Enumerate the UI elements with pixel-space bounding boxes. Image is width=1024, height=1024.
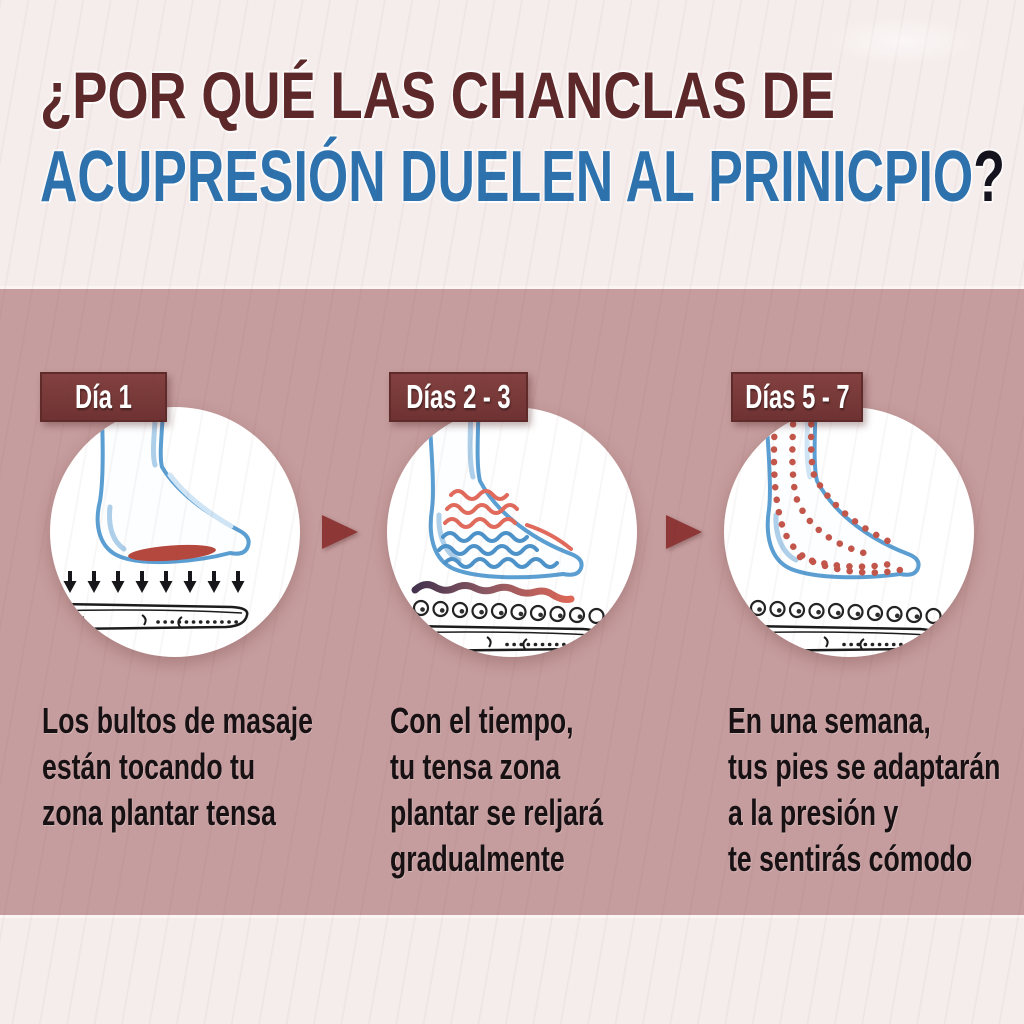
acupressure-sandal-side-view bbox=[391, 624, 600, 653]
day-label-1: Día 1 bbox=[40, 372, 167, 422]
day-label-1-text: Día 1 bbox=[75, 378, 132, 415]
foot-adaptation-dots-illustration bbox=[728, 407, 942, 653]
caption-line: tus pies se adaptarán bbox=[728, 746, 1001, 787]
caption-line: Los bultos de masaje bbox=[42, 700, 313, 741]
next-step-arrow-icon-1 bbox=[322, 515, 358, 549]
caption-line: gradualmente bbox=[390, 838, 565, 879]
next-step-arrow-icon-2 bbox=[666, 515, 702, 549]
title-line-1: ¿POR QUÉ LAS CHANCLAS DE bbox=[40, 58, 835, 132]
illustration-circle-days-2-3 bbox=[387, 407, 637, 657]
caption-line: a la presión y bbox=[728, 792, 899, 833]
day-label-3: Días 5 - 7 bbox=[731, 372, 863, 422]
caption-line: están tocando tu bbox=[42, 746, 256, 787]
day-label-2: Días 2 - 3 bbox=[389, 372, 528, 422]
title-line-2-text: ACUPRESIÓN DUELEN AL PRINICPIO bbox=[40, 137, 974, 217]
day-label-2-text: Días 2 - 3 bbox=[406, 378, 511, 415]
caption-days-2-3: Con el tiempo, tu tensa zona plantar se … bbox=[390, 698, 603, 882]
caption-line: tu tensa zona bbox=[390, 746, 561, 787]
tension-gradient-wave bbox=[411, 581, 575, 603]
caption-line: Con el tiempo, bbox=[390, 700, 574, 741]
title: ¿POR QUÉ LAS CHANCLAS DE ACUPRESIÓN DUEL… bbox=[40, 58, 1024, 216]
pressure-arrows-row bbox=[61, 569, 247, 595]
foot-outline bbox=[763, 407, 921, 580]
caption-days-5-7: En una semana, tus pies se adaptarán a l… bbox=[728, 698, 1000, 882]
caption-day-1: Los bultos de masaje están tocando tu zo… bbox=[42, 698, 313, 836]
caption-line: En una semana, bbox=[728, 700, 931, 741]
foot-on-sandal-day1-illustration bbox=[50, 407, 251, 631]
illustration-circle-days-5-7 bbox=[724, 407, 974, 657]
massage-bumps-row bbox=[412, 599, 605, 625]
illustration-circle-day-1 bbox=[50, 407, 300, 657]
title-line-2: ACUPRESIÓN DUELEN AL PRINICPIO? bbox=[40, 138, 1005, 216]
foot-outline bbox=[95, 407, 251, 565]
foot-tension-waves-illustration bbox=[391, 407, 605, 653]
acupressure-sandal-side-view bbox=[728, 624, 937, 653]
massage-bumps-row bbox=[749, 599, 942, 625]
title-question-mark: ? bbox=[973, 137, 1005, 217]
acupressure-sandal-side-view bbox=[50, 602, 249, 631]
caption-line: zona plantar tensa bbox=[42, 792, 276, 833]
caption-line: plantar se reljará bbox=[390, 792, 604, 833]
day-label-3-text: Días 5 - 7 bbox=[744, 378, 850, 415]
caption-line: te sentirás cómodo bbox=[728, 838, 973, 879]
